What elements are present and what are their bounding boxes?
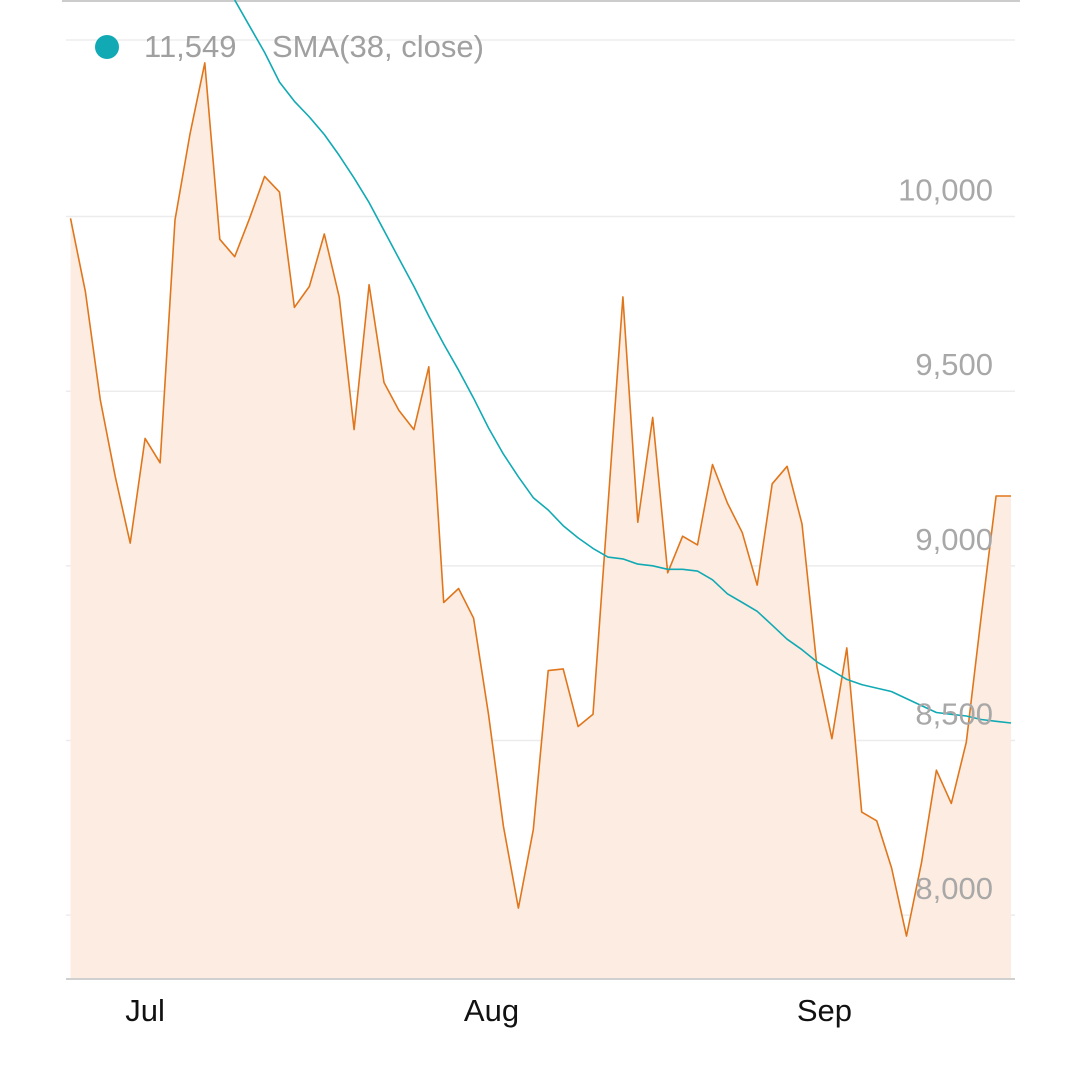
- legend-indicator-label: SMA(38, close): [272, 29, 484, 64]
- x-tick-label: Jul: [125, 993, 165, 1028]
- y-tick-label: 8,000: [915, 871, 993, 906]
- legend-value-label: 11,549: [144, 29, 237, 64]
- legend-marker: [95, 35, 119, 59]
- legend: 11,549 SMA(38, close): [95, 29, 484, 64]
- y-tick-label: 9,000: [915, 522, 993, 557]
- price-area-layer: [70, 62, 1011, 978]
- price-line: [69, 62, 1011, 937]
- series-line-layer: [69, 0, 1012, 937]
- x-tick-label: Aug: [464, 993, 519, 1028]
- sma-line: [234, 0, 1012, 724]
- x-tick-label: Sep: [797, 993, 852, 1028]
- price-area: [70, 62, 1011, 978]
- y-tick-label: 8,500: [915, 696, 993, 731]
- y-tick-labels: 8,000 8,500 9,000 9,500 10,000: [898, 173, 993, 907]
- x-tick-labels: Jul Aug Sep: [125, 993, 852, 1028]
- y-tick-label: 9,500: [915, 347, 993, 382]
- y-tick-label: 10,000: [898, 173, 993, 208]
